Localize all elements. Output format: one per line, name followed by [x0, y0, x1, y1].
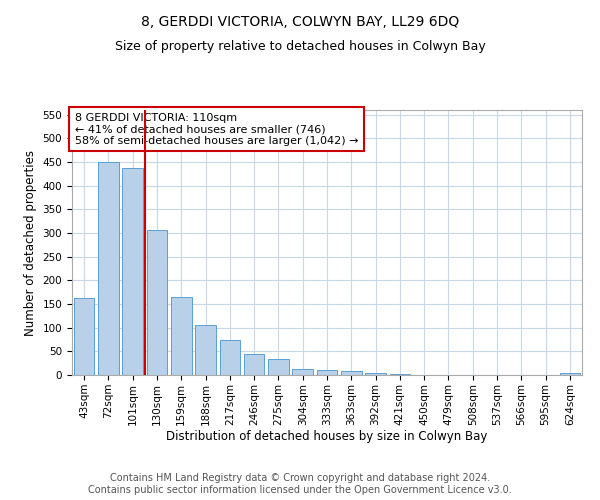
Bar	[171, 297, 191, 375]
Bar	[220, 340, 240, 375]
Bar	[244, 354, 265, 375]
Text: 8, GERDDI VICTORIA, COLWYN BAY, LL29 6DQ: 8, GERDDI VICTORIA, COLWYN BAY, LL29 6DQ	[141, 15, 459, 29]
Bar	[341, 370, 362, 375]
Text: Contains HM Land Registry data © Crown copyright and database right 2024.
Contai: Contains HM Land Registry data © Crown c…	[88, 474, 512, 495]
Bar	[389, 374, 410, 375]
Bar	[146, 230, 167, 375]
Bar	[365, 373, 386, 375]
Bar	[268, 359, 289, 375]
Text: Size of property relative to detached houses in Colwyn Bay: Size of property relative to detached ho…	[115, 40, 485, 53]
Bar	[317, 370, 337, 375]
Bar	[74, 298, 94, 375]
Bar	[122, 168, 143, 375]
X-axis label: Distribution of detached houses by size in Colwyn Bay: Distribution of detached houses by size …	[166, 430, 488, 444]
Text: 8 GERDDI VICTORIA: 110sqm
← 41% of detached houses are smaller (746)
58% of semi: 8 GERDDI VICTORIA: 110sqm ← 41% of detac…	[74, 112, 358, 146]
Bar	[195, 325, 216, 375]
Y-axis label: Number of detached properties: Number of detached properties	[24, 150, 37, 336]
Bar	[98, 162, 119, 375]
Bar	[560, 372, 580, 375]
Bar	[292, 370, 313, 375]
